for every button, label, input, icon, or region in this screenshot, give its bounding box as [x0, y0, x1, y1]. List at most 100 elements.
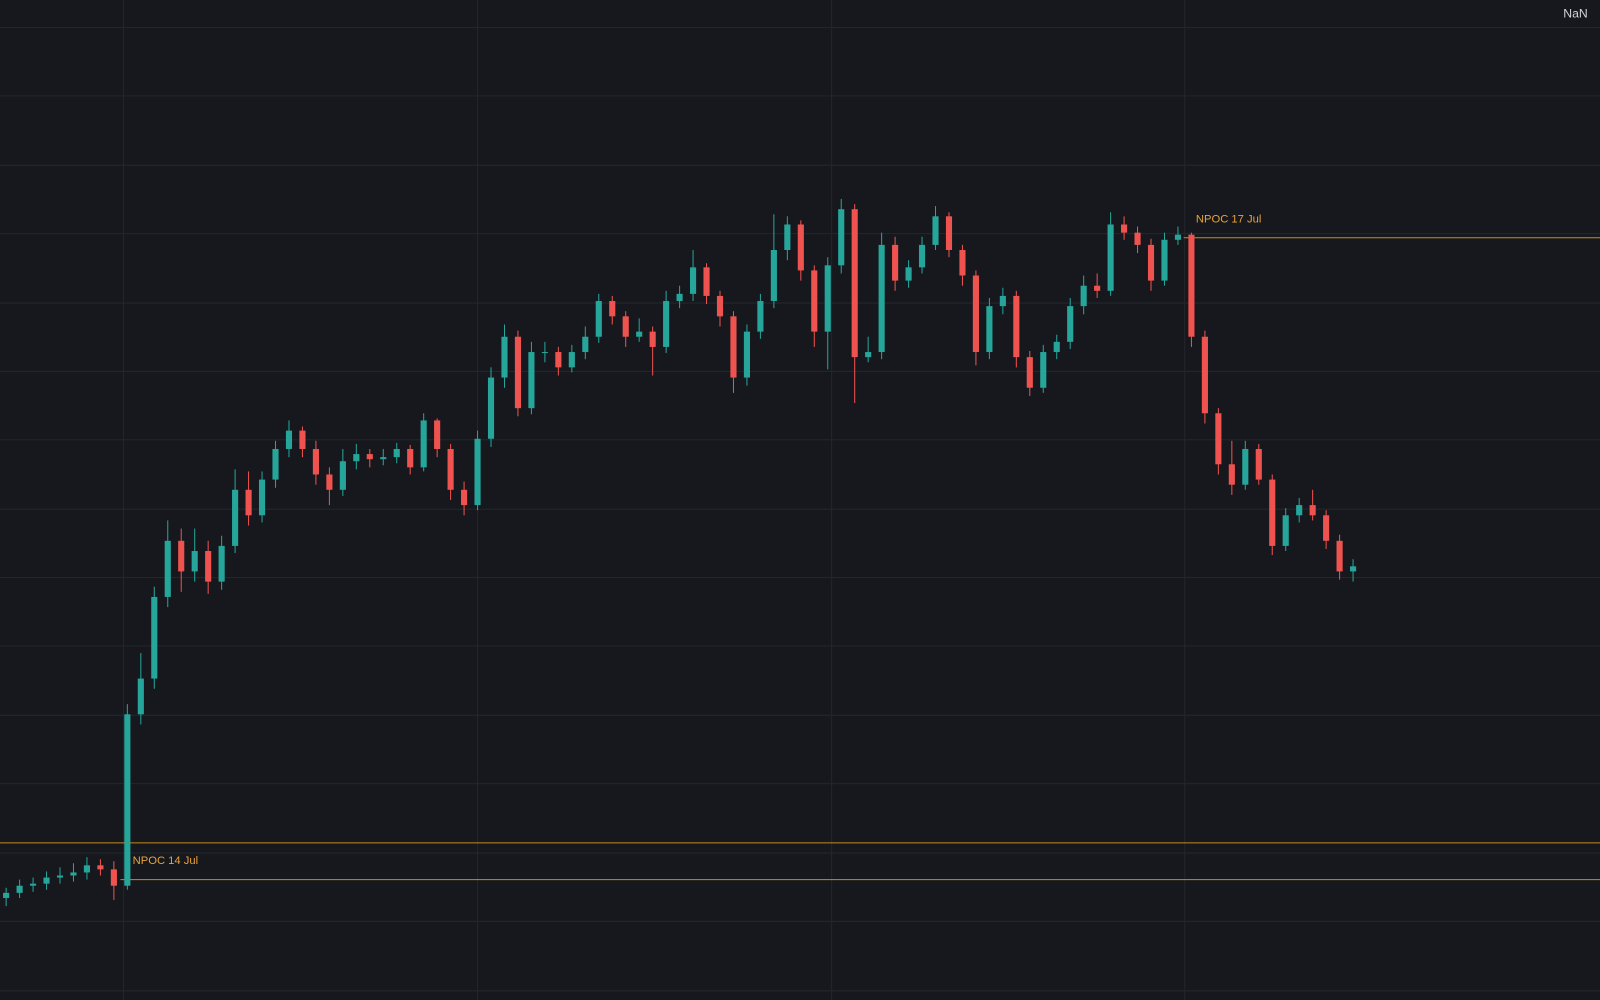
candle-body: [1094, 285, 1101, 291]
candle-body: [1269, 479, 1276, 546]
candle-body: [56, 875, 64, 878]
candle-body: [568, 352, 575, 368]
candle-body: [420, 420, 427, 468]
candle-body: [730, 316, 737, 378]
candle-body: [851, 209, 858, 358]
candle-body: [191, 551, 198, 572]
candle-body: [43, 877, 50, 884]
candle-body: [3, 892, 10, 898]
candle-body: [784, 224, 791, 250]
candle-body: [164, 540, 171, 597]
candle-body: [1188, 234, 1195, 337]
candle-body: [1201, 336, 1208, 414]
candle-body: [918, 244, 926, 268]
candle-body: [1242, 448, 1249, 485]
candle-body: [892, 244, 899, 281]
candle-body: [232, 489, 239, 546]
candle-body: [461, 489, 468, 506]
candle-body: [124, 714, 131, 886]
candle-body: [582, 336, 589, 353]
candle-body: [555, 352, 562, 368]
candle-body: [1053, 341, 1060, 353]
candle-body: [366, 454, 373, 460]
candle-body: [1350, 566, 1357, 572]
candle-body: [474, 438, 481, 506]
candle-body: [501, 336, 508, 378]
candle-body: [986, 306, 993, 353]
candle-body: [1296, 505, 1303, 516]
candle-body: [83, 865, 90, 873]
candle-body: [299, 430, 306, 449]
candle-body: [1161, 239, 1168, 281]
candle-body: [110, 869, 117, 886]
candle-body: [353, 454, 360, 462]
candle-body: [690, 267, 697, 294]
candle-body: [622, 316, 629, 337]
candle-body: [1309, 505, 1316, 516]
candle-body: [676, 293, 683, 302]
candle-body: [1336, 540, 1343, 572]
candle-body: [878, 244, 885, 353]
candle-body: [1121, 224, 1128, 233]
candle-body: [1026, 357, 1033, 388]
candle-body: [663, 301, 670, 347]
candle-body: [380, 457, 387, 460]
candle-body: [447, 448, 454, 490]
candle-body: [932, 216, 939, 245]
candle-body: [945, 216, 953, 250]
candle-body: [272, 448, 279, 480]
candle-body: [824, 265, 831, 332]
candle-body: [972, 275, 979, 353]
candle-body: [1282, 515, 1289, 546]
candle-body: [1323, 515, 1330, 541]
candle-body: [514, 336, 522, 409]
candle-body: [609, 301, 616, 317]
candle-body: [1040, 352, 1047, 388]
candle-body: [245, 489, 252, 516]
candle-body: [757, 301, 764, 332]
candle-body: [528, 352, 535, 409]
candle-body: [434, 420, 441, 449]
candle-body: [703, 267, 710, 296]
candle-body: [218, 545, 225, 582]
candle-body: [178, 540, 185, 572]
candle-body: [1215, 413, 1222, 465]
candle-body: [312, 448, 319, 475]
candle-body: [258, 479, 266, 516]
level-label: NPOC 17 Jul: [1196, 213, 1261, 225]
candle-body: [865, 352, 872, 358]
candle-body: [205, 551, 212, 582]
candle-body: [1134, 232, 1141, 245]
candle-body: [1107, 224, 1114, 291]
candle-body: [959, 250, 966, 276]
candle-body: [811, 270, 818, 332]
candle-body: [1228, 464, 1235, 485]
level-label: NPOC 14 Jul: [133, 855, 198, 867]
candle-body: [285, 430, 293, 449]
candle-body: [1080, 285, 1087, 307]
candle-body: [487, 377, 495, 439]
candle-body: [999, 295, 1006, 307]
candle-body: [1174, 234, 1182, 240]
candle-body: [716, 295, 724, 317]
candle-body: [1013, 295, 1020, 358]
candle-body: [97, 865, 104, 870]
candle-body: [1067, 306, 1074, 342]
candle-body: [905, 267, 912, 281]
candle-body: [407, 448, 414, 468]
price-label: NaN: [1563, 7, 1587, 21]
candle-body: [30, 883, 37, 886]
candle-body: [838, 209, 845, 266]
candle-body: [393, 448, 400, 458]
candle-body: [70, 872, 77, 876]
candle-body: [16, 885, 23, 893]
candle-body: [1255, 448, 1262, 480]
candle-body: [339, 461, 346, 490]
candle-body: [326, 474, 333, 490]
candle-body: [595, 301, 602, 337]
candle-body: [636, 331, 643, 337]
candle-body: [649, 331, 656, 347]
